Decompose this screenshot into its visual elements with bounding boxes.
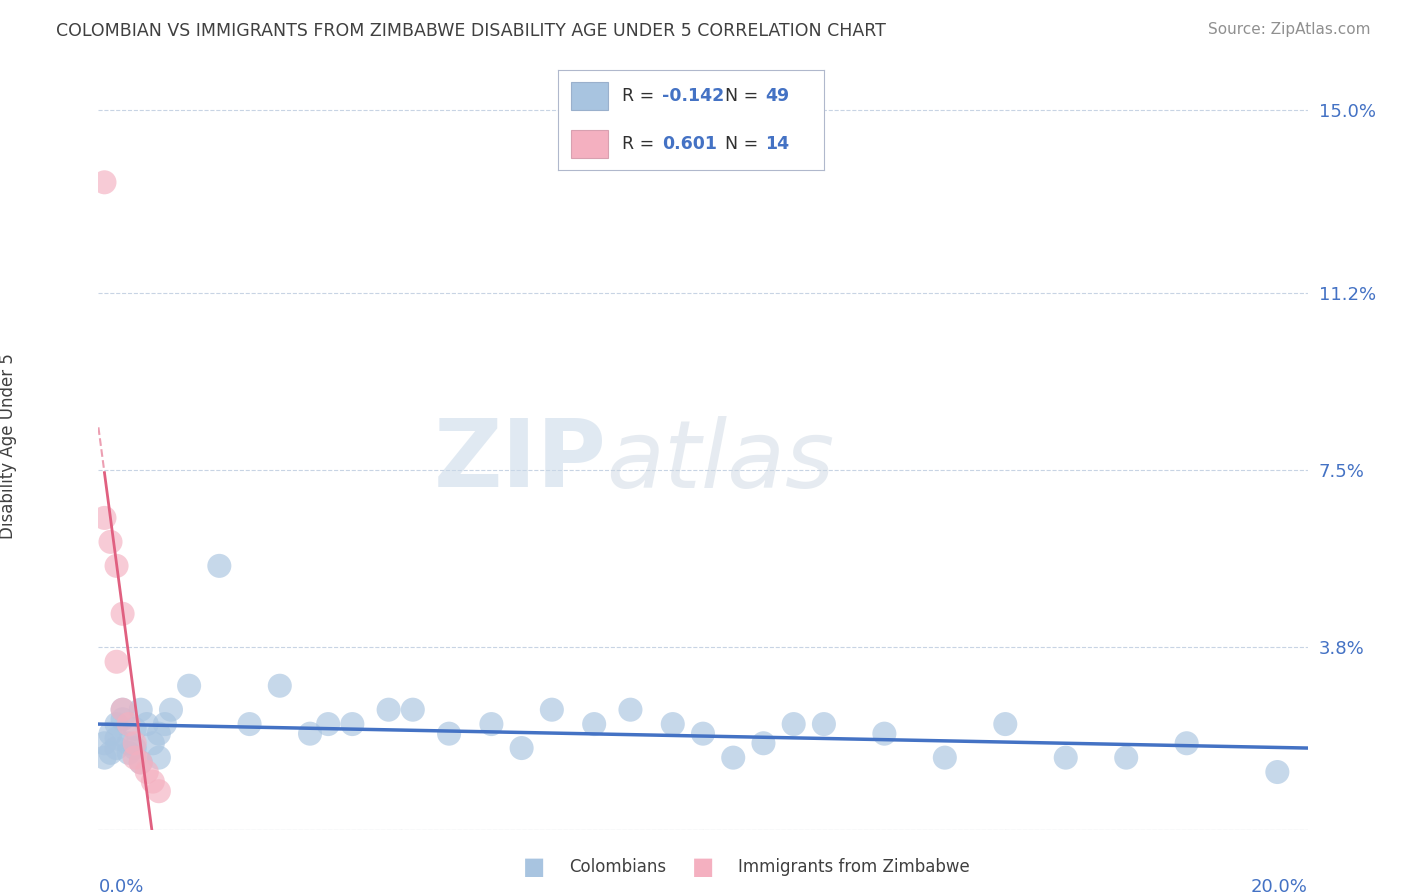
Point xyxy=(124,750,146,764)
Point xyxy=(100,746,122,760)
Point xyxy=(148,784,170,798)
Point xyxy=(208,558,231,573)
Point xyxy=(994,717,1017,731)
Text: Colombians: Colombians xyxy=(569,858,666,876)
Point xyxy=(377,703,399,717)
Point xyxy=(111,703,134,717)
Point xyxy=(148,726,170,740)
Point xyxy=(510,741,533,756)
Point xyxy=(129,703,152,717)
Point xyxy=(142,736,165,750)
Point xyxy=(179,679,201,693)
Point xyxy=(105,655,128,669)
Point xyxy=(118,746,141,760)
Point xyxy=(437,726,460,740)
Text: Immigrants from Zimbabwe: Immigrants from Zimbabwe xyxy=(738,858,970,876)
Text: ZIP: ZIP xyxy=(433,416,606,508)
Point xyxy=(118,736,141,750)
Point xyxy=(783,717,806,731)
Point xyxy=(105,741,128,756)
Point xyxy=(692,726,714,740)
Point xyxy=(118,717,141,731)
Point xyxy=(124,722,146,736)
Text: 0.0%: 0.0% xyxy=(98,878,143,892)
Point xyxy=(142,774,165,789)
Point xyxy=(93,511,115,525)
Point xyxy=(583,717,606,731)
Point xyxy=(111,712,134,726)
Text: ■: ■ xyxy=(692,855,714,879)
Point xyxy=(129,756,152,770)
Text: 20.0%: 20.0% xyxy=(1251,878,1308,892)
Point xyxy=(100,535,122,549)
Point xyxy=(105,731,128,746)
Text: COLOMBIAN VS IMMIGRANTS FROM ZIMBABWE DISABILITY AGE UNDER 5 CORRELATION CHART: COLOMBIAN VS IMMIGRANTS FROM ZIMBABWE DI… xyxy=(56,22,886,40)
Text: Source: ZipAtlas.com: Source: ZipAtlas.com xyxy=(1208,22,1371,37)
Point xyxy=(124,736,146,750)
Point xyxy=(129,756,152,770)
Text: atlas: atlas xyxy=(606,416,835,507)
Point xyxy=(105,558,128,573)
Point xyxy=(269,679,291,693)
Point xyxy=(148,750,170,764)
Point xyxy=(813,717,835,731)
Point xyxy=(153,717,176,731)
Point xyxy=(100,726,122,740)
Point xyxy=(481,717,503,731)
Point xyxy=(752,736,775,750)
Point xyxy=(342,717,364,731)
Point xyxy=(661,717,683,731)
Point xyxy=(93,750,115,764)
Point xyxy=(723,750,745,764)
Point xyxy=(1115,750,1137,764)
Point xyxy=(111,703,134,717)
Text: ■: ■ xyxy=(523,855,546,879)
Point xyxy=(540,703,562,717)
Point xyxy=(124,741,146,756)
Point xyxy=(1267,765,1289,780)
Point xyxy=(111,607,134,621)
Point xyxy=(934,750,956,764)
Point xyxy=(619,703,641,717)
Text: Disability Age Under 5: Disability Age Under 5 xyxy=(0,353,17,539)
Point xyxy=(1175,736,1198,750)
Point xyxy=(135,717,157,731)
Point xyxy=(93,736,115,750)
Point xyxy=(93,175,115,189)
Point xyxy=(135,765,157,780)
Point xyxy=(105,717,128,731)
Point xyxy=(402,703,425,717)
Point xyxy=(1054,750,1077,764)
Point xyxy=(873,726,896,740)
Point xyxy=(316,717,339,731)
Point xyxy=(299,726,322,740)
Point xyxy=(160,703,183,717)
Point xyxy=(239,717,262,731)
